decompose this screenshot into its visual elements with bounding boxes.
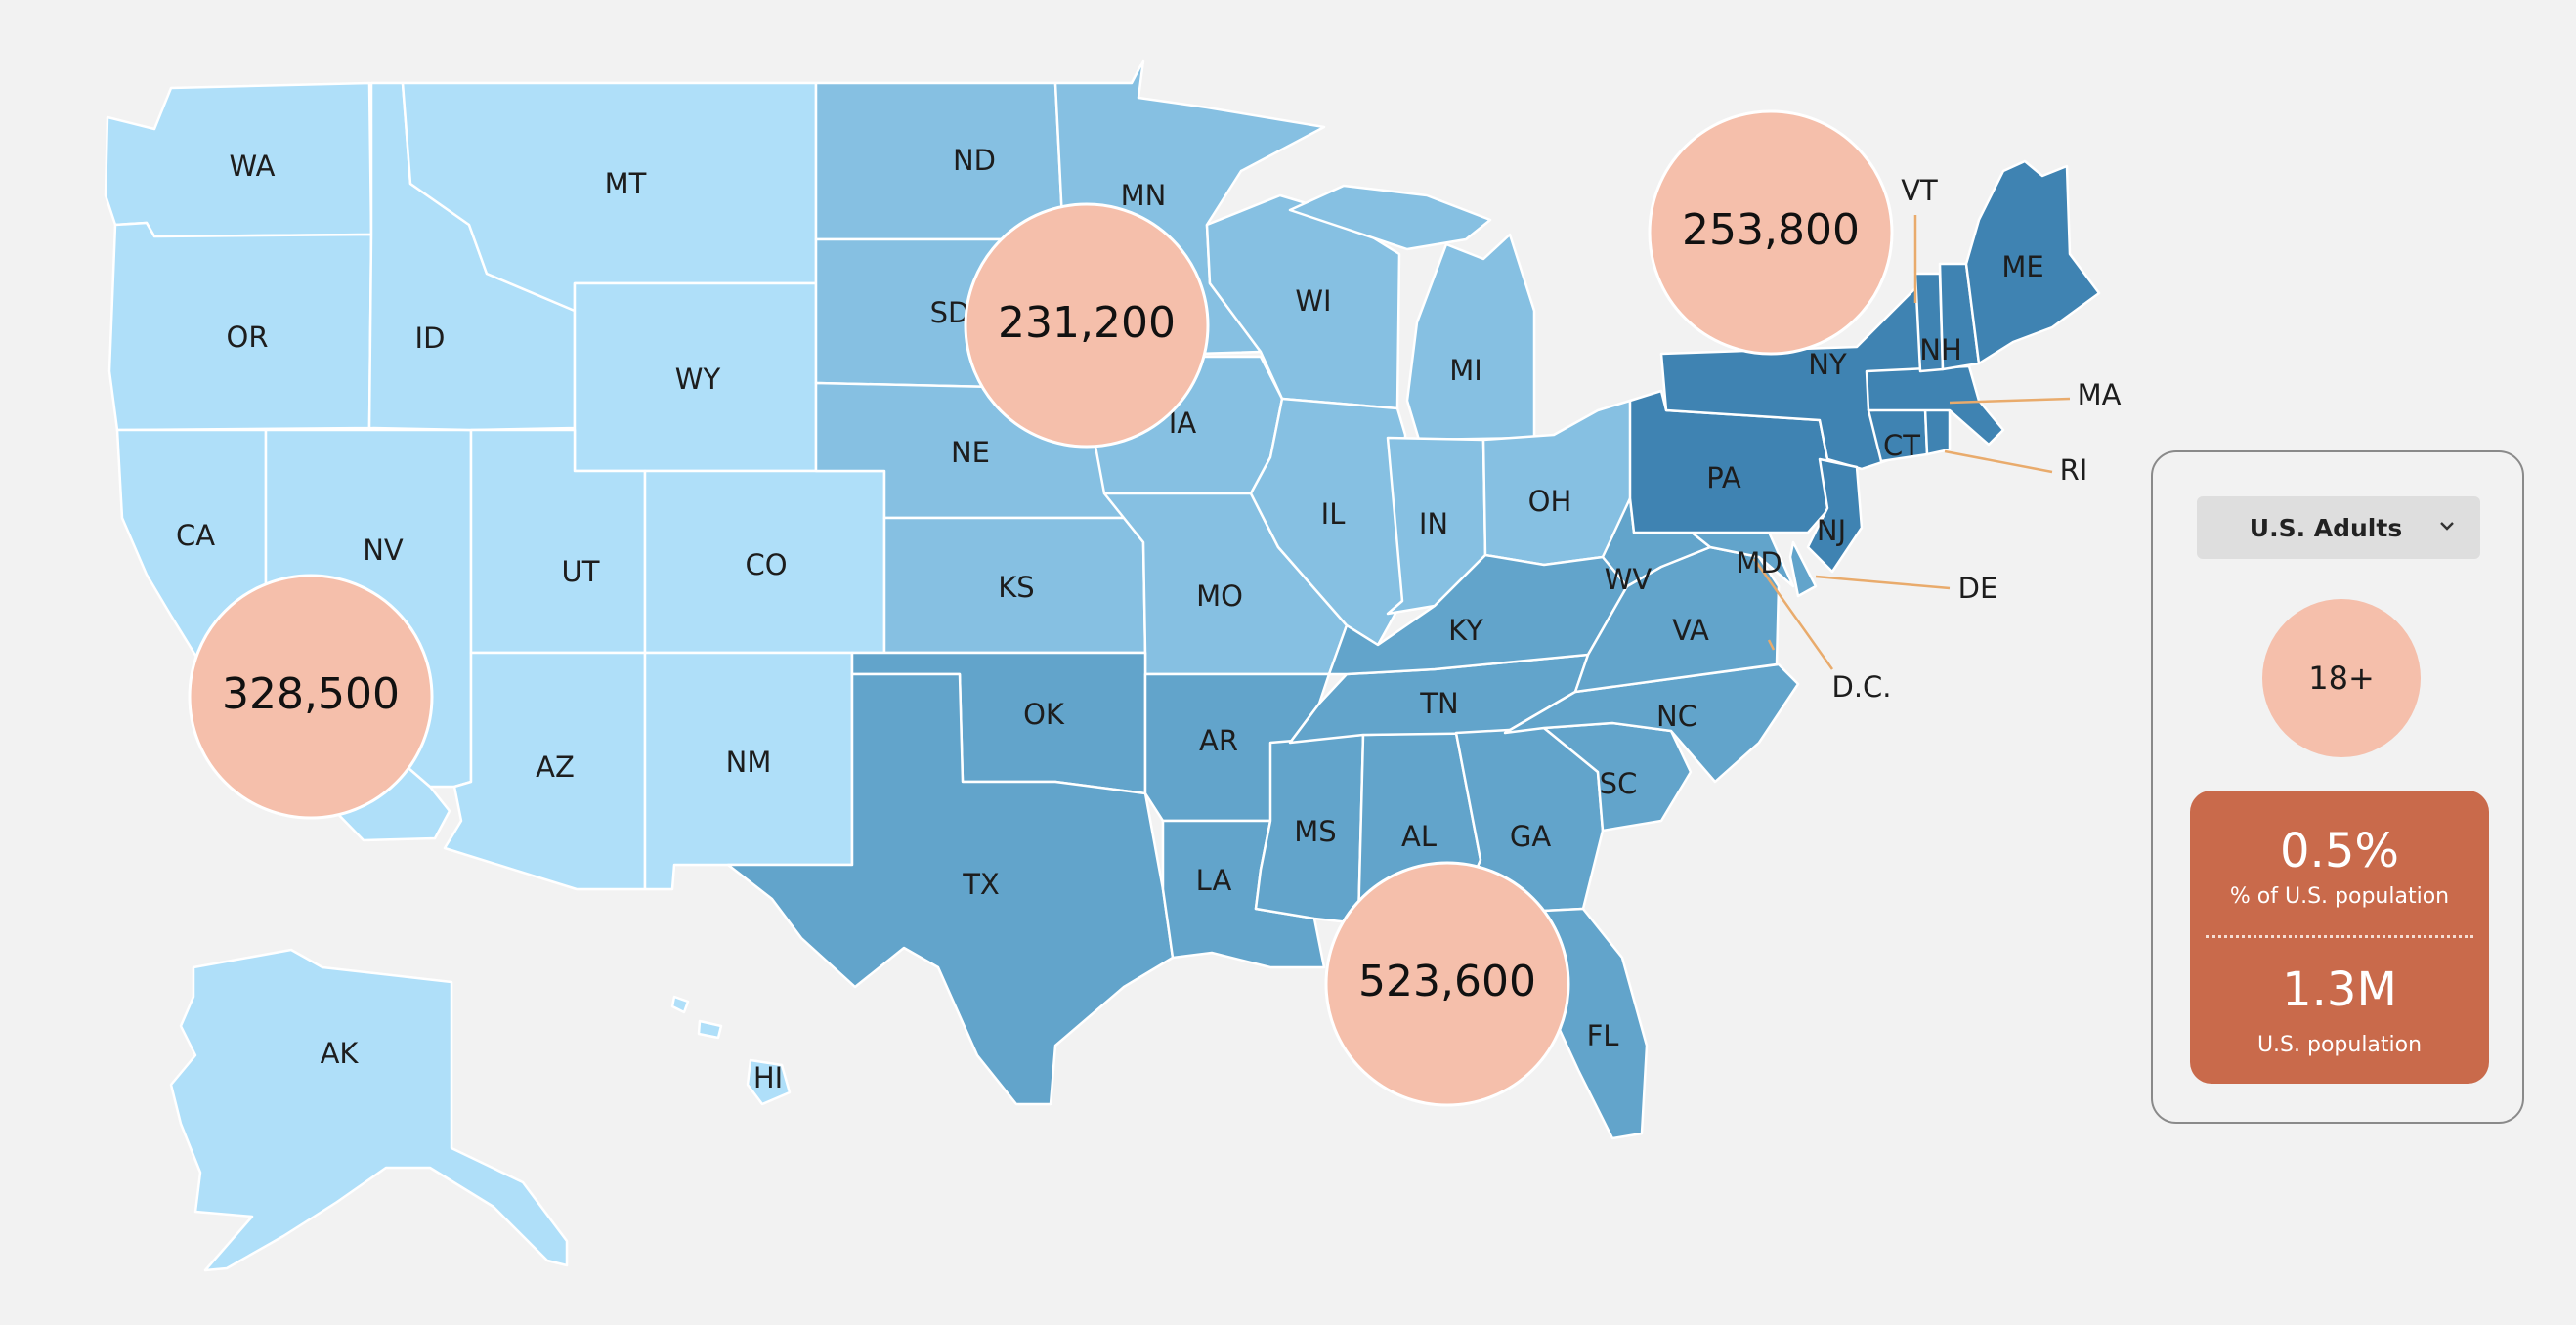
label-az: AZ bbox=[536, 750, 575, 784]
label-vt: VT bbox=[1901, 174, 1938, 207]
label-ky: KY bbox=[1448, 614, 1483, 647]
state-ma[interactable] bbox=[1865, 364, 2005, 447]
label-de: DE bbox=[1958, 572, 1998, 605]
label-or: OR bbox=[227, 321, 269, 354]
state-tx[interactable] bbox=[726, 672, 1175, 1106]
label-la: LA bbox=[1196, 864, 1232, 897]
leader-md bbox=[1767, 639, 1776, 651]
state-nc[interactable] bbox=[1503, 662, 1800, 784]
label-ma: MA bbox=[2078, 378, 2122, 411]
population-label: U.S. population bbox=[2256, 1033, 2423, 1057]
state-ri[interactable] bbox=[1923, 406, 1952, 456]
label-dc: D.C. bbox=[1831, 670, 1891, 704]
label-tx: TX bbox=[962, 868, 1000, 901]
state-hi-island2 bbox=[697, 1019, 723, 1040]
label-wy: WY bbox=[675, 363, 721, 396]
state-nd[interactable] bbox=[814, 81, 1065, 241]
label-ks: KS bbox=[998, 571, 1034, 604]
label-ny: NY bbox=[1808, 348, 1847, 381]
west-states bbox=[104, 81, 886, 1272]
label-va: VA bbox=[1672, 614, 1709, 647]
state-mi-up bbox=[1288, 184, 1492, 251]
label-nh: NH bbox=[1919, 333, 1962, 366]
state-hi[interactable] bbox=[746, 1058, 792, 1106]
stats-divider bbox=[2206, 935, 2473, 938]
label-mo: MO bbox=[1196, 579, 1243, 613]
label-wi: WI bbox=[1295, 284, 1331, 318]
leader-ri bbox=[1944, 449, 2053, 474]
label-al: AL bbox=[1401, 820, 1437, 853]
leader-lines bbox=[1752, 215, 2071, 670]
label-nj: NJ bbox=[1817, 514, 1846, 547]
bubble-west-value: 328,500 bbox=[222, 669, 400, 719]
label-sd: SD bbox=[930, 296, 970, 329]
bubble-south-value: 523,600 bbox=[1358, 957, 1536, 1006]
label-me: ME bbox=[2001, 250, 2043, 283]
label-wv: WV bbox=[1605, 563, 1653, 596]
label-id: ID bbox=[415, 321, 446, 355]
percent-label: % of U.S. population bbox=[2229, 884, 2450, 909]
chevron-down-icon bbox=[2440, 522, 2454, 531]
leader-dc bbox=[1752, 558, 1834, 670]
stats-card: 0.5% % of U.S. population 1.3M U.S. popu… bbox=[2190, 791, 2489, 1084]
bubble-west[interactable] bbox=[188, 574, 434, 820]
state-mi[interactable] bbox=[1405, 233, 1536, 442]
state-de[interactable] bbox=[1788, 540, 1818, 598]
bubble-northeast-value: 253,800 bbox=[1682, 205, 1860, 255]
state-ak[interactable] bbox=[169, 948, 569, 1272]
dropdown-value: U.S. Adults bbox=[2249, 513, 2403, 542]
label-nc: NC bbox=[1656, 700, 1697, 733]
label-ga: GA bbox=[1510, 820, 1551, 853]
label-ne: NE bbox=[951, 436, 990, 469]
bubble-northeast[interactable] bbox=[1648, 109, 1894, 356]
label-ar: AR bbox=[1199, 724, 1238, 757]
label-tn: TN bbox=[1419, 687, 1458, 720]
leader-de bbox=[1815, 575, 1951, 590]
label-nd: ND bbox=[953, 144, 996, 177]
age-value: 18+ bbox=[2308, 660, 2375, 697]
population-dropdown[interactable]: U.S. Adults bbox=[2197, 496, 2480, 559]
region-bubbles: 328,500 231,200 253,800 523,600 bbox=[188, 109, 1894, 1107]
label-ak: AK bbox=[321, 1037, 360, 1070]
state-labels: WA OR CA NV ID MT WY UT CO AZ NM AK HI N… bbox=[176, 144, 2122, 1094]
label-nm: NM bbox=[726, 746, 772, 779]
label-pa: PA bbox=[1706, 461, 1741, 494]
label-ct: CT bbox=[1883, 429, 1920, 462]
leader-ma bbox=[1949, 397, 2071, 405]
info-panel: U.S. Adults 18+ 0.5% % of U.S. populatio… bbox=[2151, 450, 2524, 1124]
label-ms: MS bbox=[1294, 815, 1336, 848]
label-in: IN bbox=[1419, 507, 1448, 540]
northeast-states bbox=[1628, 159, 2101, 574]
label-il: IL bbox=[1321, 497, 1346, 531]
label-md: MD bbox=[1736, 546, 1782, 579]
percent-value: 0.5% bbox=[2280, 824, 2399, 878]
bubble-midwest[interactable] bbox=[964, 202, 1210, 449]
label-mt: MT bbox=[605, 167, 647, 200]
label-ri: RI bbox=[2060, 453, 2088, 487]
state-me[interactable] bbox=[1964, 159, 2101, 365]
label-fl: FL bbox=[1587, 1019, 1619, 1052]
label-ut: UT bbox=[562, 555, 600, 588]
label-oh: OH bbox=[1528, 485, 1572, 518]
label-mi: MI bbox=[1449, 354, 1482, 387]
age-badge: 18+ bbox=[2262, 599, 2421, 757]
label-nv: NV bbox=[363, 534, 404, 567]
label-ca: CA bbox=[176, 519, 215, 552]
label-co: CO bbox=[745, 548, 787, 581]
state-nj[interactable] bbox=[1806, 457, 1864, 574]
bubble-midwest-value: 231,200 bbox=[998, 298, 1176, 348]
population-value: 1.3M bbox=[2282, 962, 2397, 1017]
label-wa: WA bbox=[230, 150, 276, 183]
state-hi-island3 bbox=[670, 995, 690, 1014]
label-sc: SC bbox=[1600, 767, 1638, 800]
label-hi: HI bbox=[753, 1061, 783, 1094]
label-ok: OK bbox=[1023, 698, 1065, 731]
label-mn: MN bbox=[1121, 179, 1167, 212]
bubble-south[interactable] bbox=[1324, 861, 1570, 1107]
